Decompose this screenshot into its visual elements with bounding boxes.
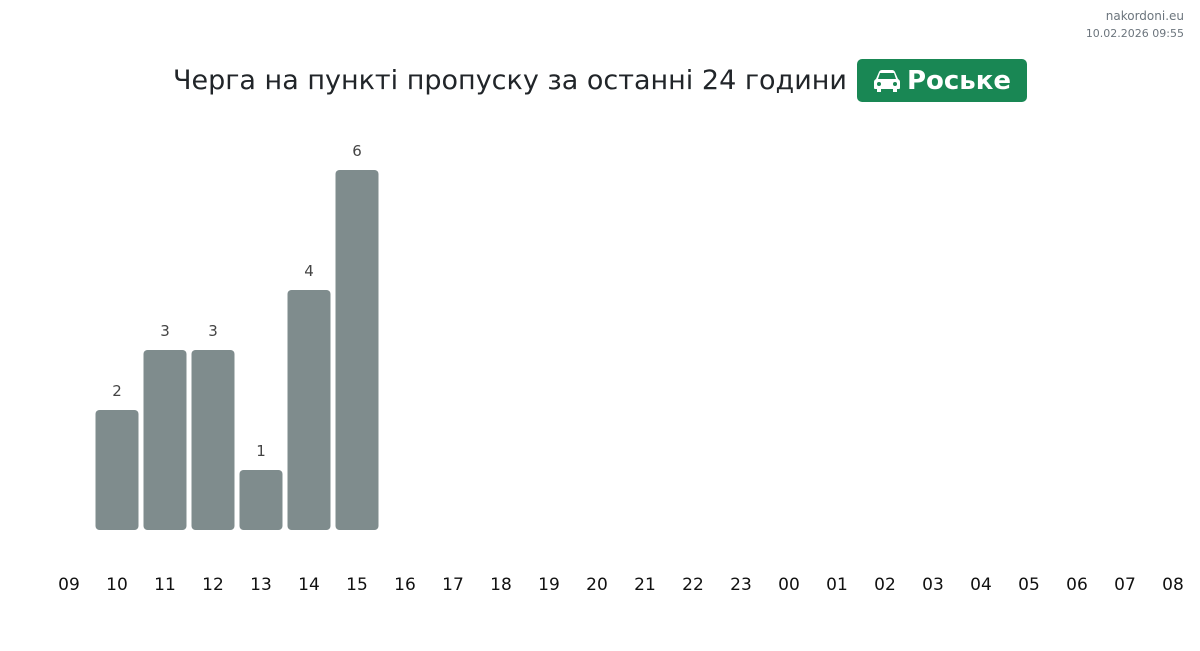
x-tick-label: 16	[394, 575, 416, 595]
x-tick-label: 21	[634, 575, 656, 595]
header: Черга на пункті пропуску за останні 24 г…	[0, 59, 1200, 102]
x-tick-label: 02	[874, 575, 896, 595]
x-tick-label: 05	[1018, 575, 1040, 595]
x-tick-label: 20	[586, 575, 608, 595]
meta: nakordoni.eu 10.02.2026 09:55	[1086, 8, 1184, 42]
x-tick-label: 08	[1162, 575, 1184, 595]
value-label: 1	[256, 442, 266, 460]
x-tick-label: 04	[970, 575, 992, 595]
x-tick-label: 12	[202, 575, 224, 595]
bar	[239, 470, 283, 530]
value-label: 3	[160, 322, 170, 340]
value-label: 4	[304, 262, 314, 280]
x-tick-label: 13	[250, 575, 272, 595]
x-tick-label: 19	[538, 575, 560, 595]
x-tick-label: 18	[490, 575, 512, 595]
value-label: 6	[352, 142, 362, 160]
checkpoint-badge: Роське	[856, 59, 1028, 102]
x-tick-label: 15	[346, 575, 368, 595]
bar	[191, 350, 235, 530]
x-tick-label: 07	[1114, 575, 1136, 595]
x-tick-label: 11	[154, 575, 176, 595]
chart-title: Черга на пункті пропуску за останні 24 г…	[172, 65, 847, 96]
value-label: 3	[208, 322, 218, 340]
x-tick-label: 17	[442, 575, 464, 595]
car-icon	[873, 69, 900, 92]
x-tick-label: 00	[778, 575, 800, 595]
x-tick-label: 14	[298, 575, 320, 595]
value-label: 2	[112, 382, 122, 400]
x-tick-label: 23	[730, 575, 752, 595]
x-tick-label: 06	[1066, 575, 1088, 595]
timestamp: 10.02.2026 09:55	[1085, 27, 1184, 40]
site: nakordoni.eu	[1105, 9, 1184, 23]
x-tick-label: 22	[682, 575, 704, 595]
x-tick-label: 09	[58, 575, 80, 595]
bar	[335, 170, 379, 530]
bar	[95, 410, 139, 530]
bar	[287, 290, 331, 530]
x-tick-label: 03	[922, 575, 944, 595]
checkpoint-name: Роське	[906, 65, 1012, 96]
bar	[143, 350, 187, 530]
x-tick-label: 10	[106, 575, 128, 595]
x-tick-label: 01	[826, 575, 848, 595]
